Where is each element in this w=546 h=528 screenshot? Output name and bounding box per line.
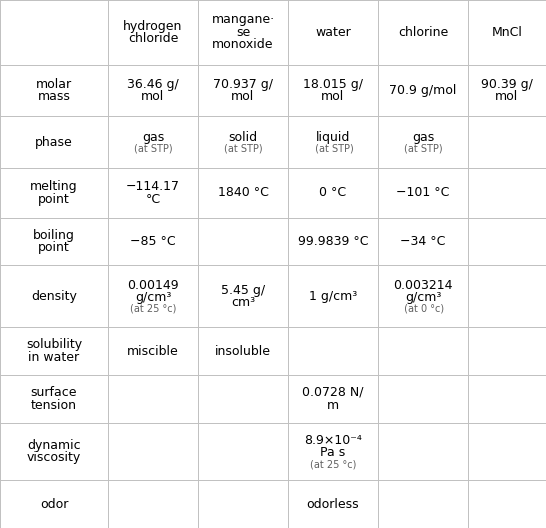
Text: mol: mol (232, 90, 254, 103)
Text: viscosity: viscosity (27, 451, 81, 464)
Text: phase: phase (35, 136, 73, 149)
Text: m: m (327, 399, 339, 411)
Text: g/cm³: g/cm³ (405, 291, 441, 304)
Text: mol: mol (495, 90, 519, 103)
Text: density: density (31, 290, 77, 303)
Text: odor: odor (40, 497, 68, 511)
Text: solid: solid (228, 131, 258, 144)
Text: mol: mol (141, 90, 165, 103)
Text: in water: in water (28, 351, 80, 364)
Text: 0 °C: 0 °C (319, 186, 347, 200)
Text: (at 25 °c): (at 25 °c) (130, 304, 176, 314)
Text: −85 °C: −85 °C (130, 235, 176, 248)
Text: point: point (38, 193, 70, 206)
Text: (at 25 °c): (at 25 °c) (310, 459, 356, 469)
Text: 1840 °C: 1840 °C (217, 186, 269, 200)
Text: 70.9 g/mol: 70.9 g/mol (389, 84, 456, 97)
Text: dynamic: dynamic (27, 439, 81, 451)
Text: gas: gas (412, 131, 434, 144)
Text: odorless: odorless (307, 497, 359, 511)
Text: −114.17: −114.17 (126, 180, 180, 193)
Text: cm³: cm³ (231, 296, 255, 309)
Text: miscible: miscible (127, 344, 179, 357)
Text: melting: melting (30, 180, 78, 193)
Text: (at STP): (at STP) (312, 144, 354, 154)
Text: 0.003214: 0.003214 (393, 279, 453, 291)
Text: molar: molar (36, 78, 72, 91)
Text: boiling: boiling (33, 229, 75, 242)
Text: (at STP): (at STP) (224, 144, 262, 154)
Text: 18.015 g/: 18.015 g/ (303, 78, 363, 91)
Text: (at STP): (at STP) (403, 144, 442, 154)
Text: mass: mass (38, 90, 70, 103)
Text: 90.39 g/: 90.39 g/ (481, 78, 533, 91)
Text: surface: surface (31, 386, 77, 399)
Text: water: water (315, 26, 351, 39)
Text: −101 °C: −101 °C (396, 186, 450, 200)
Text: (at STP): (at STP) (134, 144, 173, 154)
Text: 0.0728 N/: 0.0728 N/ (302, 386, 364, 399)
Text: g/cm³: g/cm³ (135, 291, 171, 304)
Text: chloride: chloride (128, 32, 178, 45)
Text: 8.9×10⁻⁴: 8.9×10⁻⁴ (304, 433, 362, 447)
Text: tension: tension (31, 399, 77, 411)
Text: −34 °C: −34 °C (400, 235, 446, 248)
Text: 5.45 g/: 5.45 g/ (221, 284, 265, 297)
Text: 1 g/cm³: 1 g/cm³ (309, 290, 357, 303)
Text: Pa s: Pa s (321, 446, 346, 459)
Text: hydrogen: hydrogen (123, 20, 183, 33)
Text: solubility: solubility (26, 338, 82, 351)
Text: liquid: liquid (316, 131, 350, 144)
Text: monoxide: monoxide (212, 39, 274, 51)
Text: mangane·: mangane· (211, 13, 275, 26)
Text: chlorine: chlorine (398, 26, 448, 39)
Text: °C: °C (145, 193, 161, 206)
Text: se: se (236, 26, 250, 39)
Text: MnCl: MnCl (491, 26, 523, 39)
Text: 70.937 g/: 70.937 g/ (213, 78, 273, 91)
Text: 36.46 g/: 36.46 g/ (127, 78, 179, 91)
Text: insoluble: insoluble (215, 344, 271, 357)
Text: (at 0 °c): (at 0 °c) (401, 304, 444, 314)
Text: point: point (38, 241, 70, 254)
Text: 99.9839 °C: 99.9839 °C (298, 235, 368, 248)
Text: 0.00149: 0.00149 (127, 279, 179, 291)
Text: mol: mol (322, 90, 345, 103)
Text: gas: gas (142, 131, 164, 144)
